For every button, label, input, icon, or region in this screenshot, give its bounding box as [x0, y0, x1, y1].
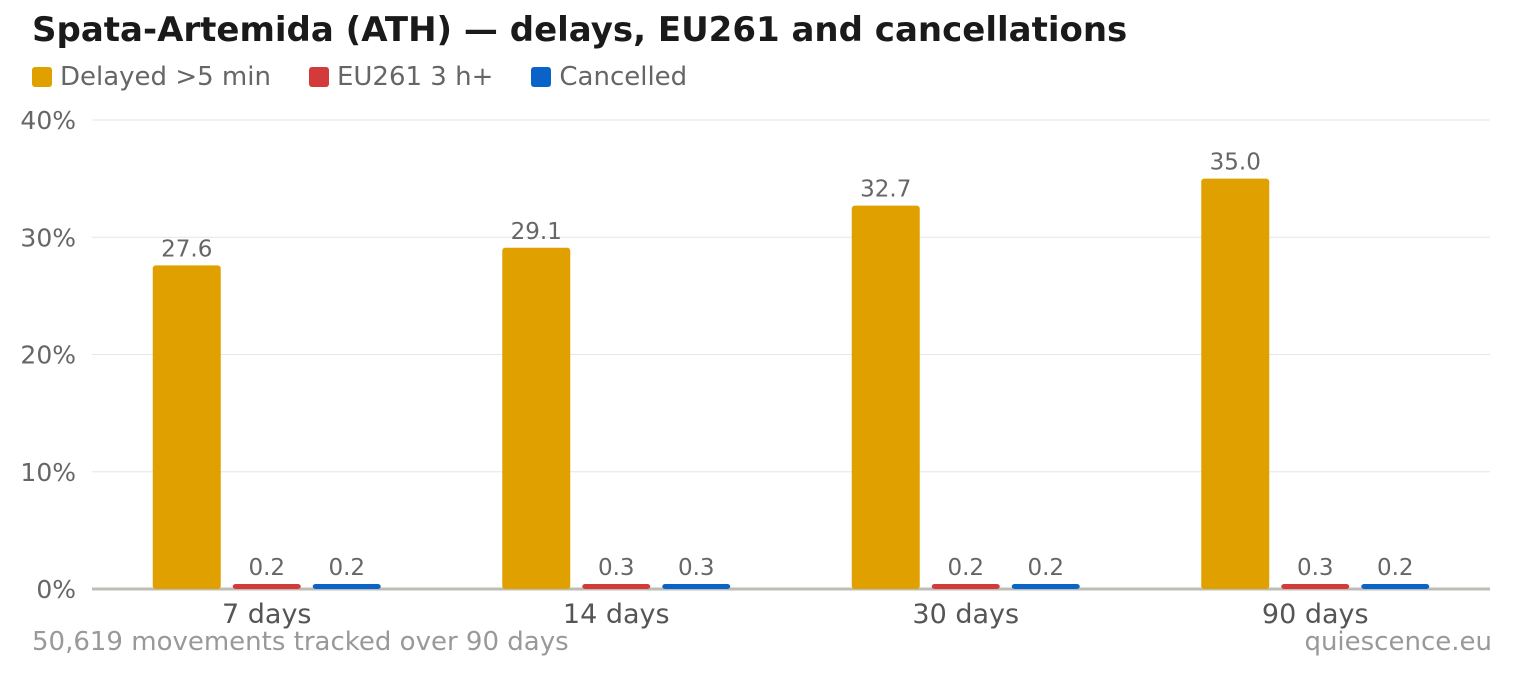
legend-swatch-eu261: [308, 67, 329, 87]
bar: [232, 584, 301, 589]
bar: [502, 247, 571, 590]
data-label: 0.2: [947, 555, 984, 581]
y-tick-label: 20%: [20, 341, 76, 370]
legend-item-eu261: EU261 3 h+: [308, 62, 494, 92]
bar: [931, 584, 1000, 589]
bar: [662, 584, 731, 589]
legend-swatch-delayed: [32, 67, 52, 87]
data-label: 27.6: [161, 236, 212, 262]
chart-title: Spata-Artemida (ATH) — delays, EU261 and…: [32, 10, 1128, 50]
data-label: 0.2: [1377, 555, 1414, 581]
data-label: 29.1: [511, 219, 562, 245]
bar: [851, 205, 920, 589]
legend-label-cancelled: Cancelled: [559, 62, 688, 92]
legend-label-delayed: Delayed >5 min: [60, 62, 271, 92]
bar: [1011, 584, 1080, 589]
bar: [1281, 584, 1350, 589]
source-credit: quiescence.eu: [1304, 627, 1492, 657]
y-tick-label: 10%: [20, 458, 76, 487]
y-tick-label: 0%: [36, 575, 76, 604]
bar: [312, 584, 381, 589]
x-tick-label: 90 days: [1262, 599, 1369, 630]
data-label: 0.3: [678, 555, 715, 581]
legend-swatch-cancelled: [531, 67, 552, 87]
data-label: 0.2: [248, 555, 285, 581]
bar: [582, 584, 651, 589]
legend-item-cancelled: Cancelled: [531, 62, 687, 92]
y-tick-label: 30%: [20, 223, 76, 252]
data-label: 0.2: [328, 555, 365, 581]
data-label: 35.0: [1210, 150, 1261, 176]
data-label: 0.2: [1027, 555, 1064, 581]
legend: Delayed >5 min EU261 3 h+ Cancelled: [32, 62, 725, 92]
bar: [1361, 584, 1430, 589]
x-tick-label: 7 days: [222, 599, 312, 630]
footnote: 50,619 movements tracked over 90 days: [32, 627, 569, 657]
x-tick-label: 30 days: [912, 599, 1019, 630]
legend-item-delayed: Delayed >5 min: [32, 62, 271, 92]
y-tick-label: 40%: [20, 106, 76, 135]
data-label: 0.3: [598, 555, 635, 581]
data-label: 32.7: [860, 177, 911, 203]
x-tick-label: 14 days: [563, 599, 670, 630]
data-label: 0.3: [1297, 555, 1334, 581]
bar: [152, 265, 221, 589]
bar: [1201, 178, 1270, 589]
legend-label-eu261: EU261 3 h+: [336, 62, 494, 92]
